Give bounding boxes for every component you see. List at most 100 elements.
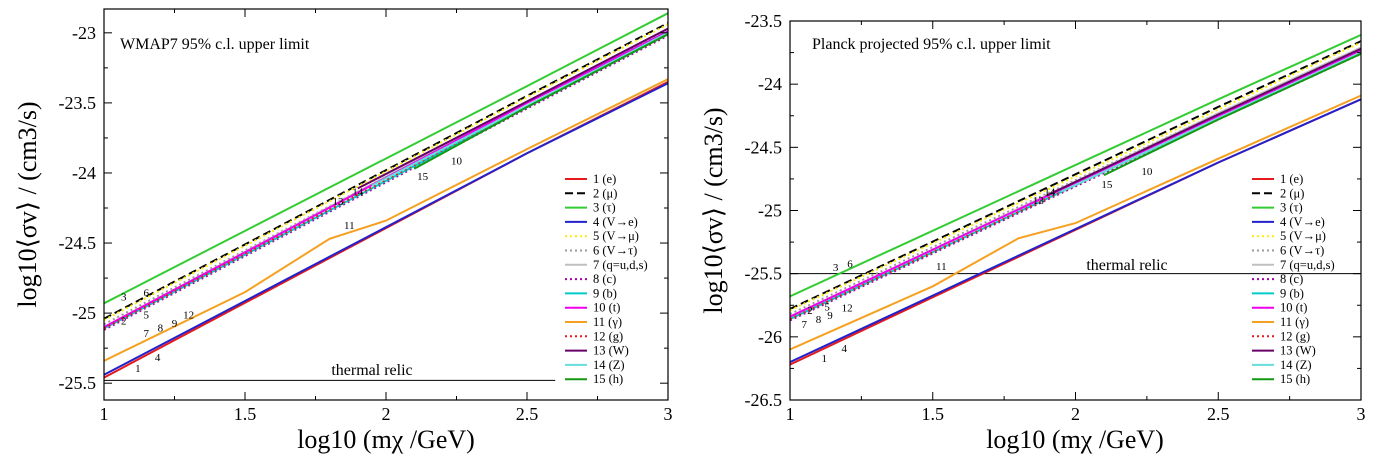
legend-entry-5: 5 (V→μ) — [593, 229, 639, 243]
curve-label-15: 15 — [1101, 179, 1113, 191]
x-tick-label: 3 — [664, 404, 673, 424]
curve-label-4: 4 — [155, 352, 161, 364]
y-tick-label: -25 — [72, 303, 96, 323]
curve-label-5: 5 — [824, 301, 830, 313]
curve-label-9: 9 — [172, 318, 178, 330]
thermal-relic-label: thermal relic — [331, 362, 412, 379]
legend-entry-3: 3 (τ) — [1280, 201, 1303, 215]
series-line-3 — [790, 33, 1361, 298]
series-line-13 — [1046, 47, 1361, 197]
legend: 1 (e)2 (μ)3 (τ)4 (V→e)5 (V→μ)6 (V→τ)7 (q… — [565, 172, 648, 386]
legend-entry-9: 9 (b) — [593, 286, 617, 300]
x-tick-label: 3 — [1357, 404, 1366, 424]
y-tick-label: -25.5 — [59, 373, 97, 393]
legend-entry-12: 12 (g) — [1280, 329, 1310, 343]
series-line-2 — [790, 40, 1361, 310]
legend-entry-1: 1 (e) — [593, 172, 616, 186]
curve-label-15: 15 — [417, 171, 429, 183]
x-tick-label: 2.5 — [516, 404, 539, 424]
series-line-2 — [104, 22, 668, 320]
legend-entry-1: 1 (e) — [1280, 172, 1303, 186]
x-axis-label: log10 (mχ /GeV) — [986, 425, 1164, 454]
y-tick-label: -24 — [72, 163, 96, 183]
curve-label-7: 7 — [802, 319, 808, 331]
series-line-5 — [790, 41, 1361, 312]
y-tick-label: -23 — [72, 23, 96, 43]
curve-label-12: 12 — [842, 303, 853, 315]
legend-entry-3: 3 (τ) — [593, 201, 616, 215]
y-tick-label: -24.5 — [745, 137, 783, 157]
legend-entry-14: 14 (Z) — [1280, 358, 1312, 372]
series-line-13 — [357, 27, 668, 190]
curve-label-2: 2 — [121, 315, 127, 327]
legend-entry-14: 14 (Z) — [593, 358, 625, 372]
curve-label-12: 12 — [183, 310, 194, 322]
series-lines — [790, 33, 1361, 366]
curve-label-11: 11 — [344, 220, 355, 232]
series-lines — [104, 12, 668, 379]
curve-label-6: 6 — [847, 258, 853, 270]
legend-entry-11: 11 (γ) — [1280, 315, 1309, 329]
curve-label-14: 14 — [1044, 186, 1056, 198]
series-line-5 — [104, 23, 668, 321]
curve-label-3: 3 — [121, 291, 127, 303]
curve-label-1: 1 — [135, 363, 141, 375]
curve-label-4: 4 — [841, 343, 847, 355]
y-tick-label: -23.5 — [59, 93, 97, 113]
legend-entry-7: 7 (q=u,d,s) — [593, 258, 648, 272]
x-axis-label: log10 (mχ /GeV) — [297, 425, 475, 454]
thermal-relic-label: thermal relic — [1086, 257, 1167, 274]
curve-label-14: 14 — [352, 186, 364, 198]
y-tick-label: -26.5 — [745, 390, 783, 410]
legend-entry-6: 6 (V→τ) — [1280, 244, 1324, 258]
curve-label-13: 13 — [333, 196, 345, 208]
x-tick-label: 2 — [382, 404, 391, 424]
legend-entry-8: 8 (c) — [1280, 272, 1303, 286]
legend-entry-11: 11 (γ) — [593, 315, 622, 329]
curve-label-11: 11 — [936, 261, 947, 273]
legend-entry-4: 4 (V→e) — [593, 215, 638, 229]
curve-label-6: 6 — [144, 287, 150, 299]
x-tick-label: 1 — [786, 404, 795, 424]
x-tick-label: 1 — [100, 404, 109, 424]
legend-entry-10: 10 (t) — [593, 301, 620, 315]
legend-entry-9: 9 (b) — [1280, 286, 1304, 300]
curve-label-8: 8 — [158, 322, 164, 334]
legend-entry-7: 7 (q=u,d,s) — [1280, 258, 1335, 272]
series-line-4 — [104, 82, 668, 376]
legend-entry-8: 8 (c) — [593, 272, 616, 286]
series-line-1 — [790, 98, 1361, 366]
curve-label-2: 2 — [807, 305, 813, 317]
legend-entry-10: 10 (t) — [1280, 301, 1307, 315]
curve-label-10: 10 — [1141, 166, 1153, 178]
y-axis-label: log10⟨σv⟩ / (cm3/s) — [699, 107, 728, 313]
x-tick-label: 2.5 — [1207, 404, 1230, 424]
plot-frame — [789, 20, 1362, 401]
curve-label-3: 3 — [833, 262, 839, 274]
curve-label-13: 13 — [1033, 195, 1045, 207]
x-tick-label: 2 — [1071, 404, 1080, 424]
series-line-10 — [104, 30, 668, 328]
curve-label-1: 1 — [822, 353, 828, 365]
series-line-4 — [790, 98, 1361, 364]
legend-entry-4: 4 (V→e) — [1280, 215, 1325, 229]
curve-label-8: 8 — [816, 314, 822, 326]
legend-entry-15: 15 (h) — [1280, 372, 1310, 386]
series-line-14 — [371, 31, 668, 187]
curve-label-10: 10 — [451, 156, 463, 168]
series-line-10 — [790, 49, 1361, 318]
x-tick-label: 1.5 — [234, 404, 257, 424]
curve-label-5: 5 — [144, 310, 150, 322]
chart-title: WMAP7 95% c.l. upper limit — [120, 36, 310, 53]
y-tick-label: -24 — [758, 74, 782, 94]
x-tick-label: 1.5 — [922, 404, 945, 424]
legend-entry-12: 12 (g) — [593, 329, 623, 343]
series-line-14 — [1060, 51, 1361, 193]
curve-label-7: 7 — [144, 328, 150, 340]
legend-entry-5: 5 (V→μ) — [1280, 229, 1326, 243]
series-line-11 — [104, 78, 668, 362]
y-tick-label: -23.5 — [745, 11, 783, 31]
